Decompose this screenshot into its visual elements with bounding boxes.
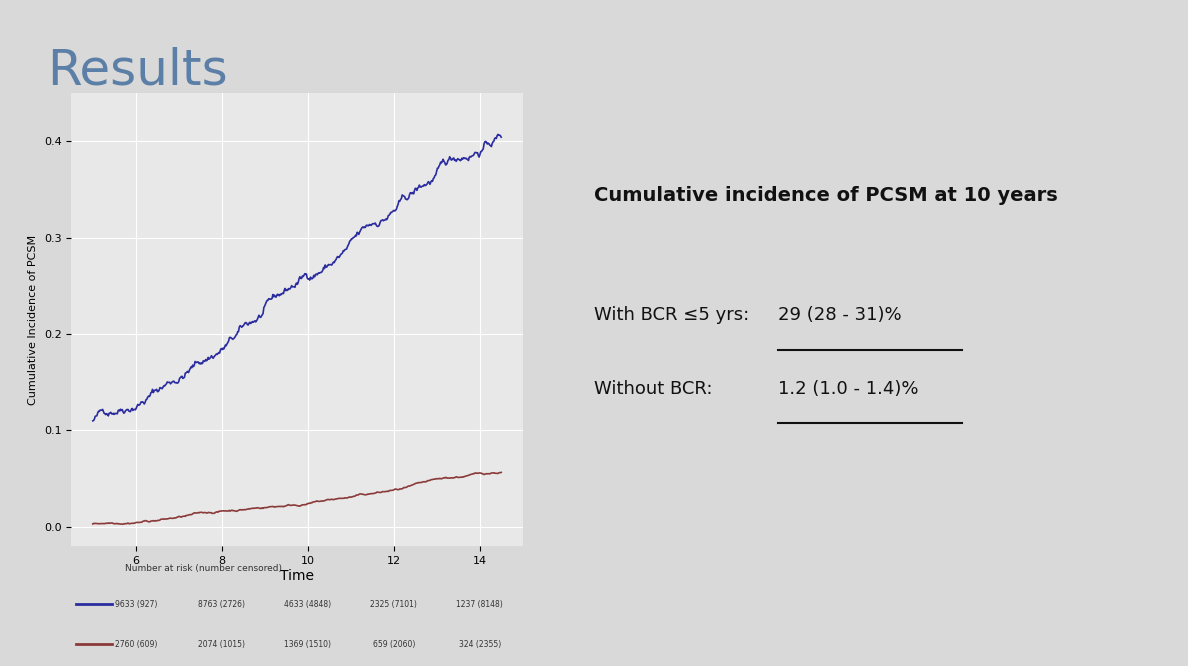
Text: 324 (2355): 324 (2355) <box>459 640 501 649</box>
Text: 1237 (8148): 1237 (8148) <box>456 600 503 609</box>
Text: 1.2 (1.0 - 1.4)%: 1.2 (1.0 - 1.4)% <box>778 380 918 398</box>
Text: 2074 (1015): 2074 (1015) <box>198 640 245 649</box>
Text: 1369 (1510): 1369 (1510) <box>284 640 331 649</box>
Text: Number at risk (number censored): Number at risk (number censored) <box>126 565 283 573</box>
Text: 8763 (2726): 8763 (2726) <box>198 600 245 609</box>
Text: 4633 (4848): 4633 (4848) <box>284 600 331 609</box>
Text: 9633 (927): 9633 (927) <box>114 600 157 609</box>
X-axis label: Time: Time <box>280 569 314 583</box>
Text: Results: Results <box>48 47 228 95</box>
Text: 2760 (609): 2760 (609) <box>114 640 157 649</box>
Text: Cumulative incidence of PCSM at 10 years: Cumulative incidence of PCSM at 10 years <box>594 186 1057 206</box>
Text: Without BCR:: Without BCR: <box>594 380 741 398</box>
Text: 29 (28 - 31)%: 29 (28 - 31)% <box>778 306 902 324</box>
Y-axis label: Cumulative Incidence of PCSM: Cumulative Incidence of PCSM <box>29 234 38 405</box>
Text: 2325 (7101): 2325 (7101) <box>371 600 417 609</box>
Text: With BCR ≤5 yrs:: With BCR ≤5 yrs: <box>594 306 756 324</box>
Text: 659 (2060): 659 (2060) <box>373 640 415 649</box>
